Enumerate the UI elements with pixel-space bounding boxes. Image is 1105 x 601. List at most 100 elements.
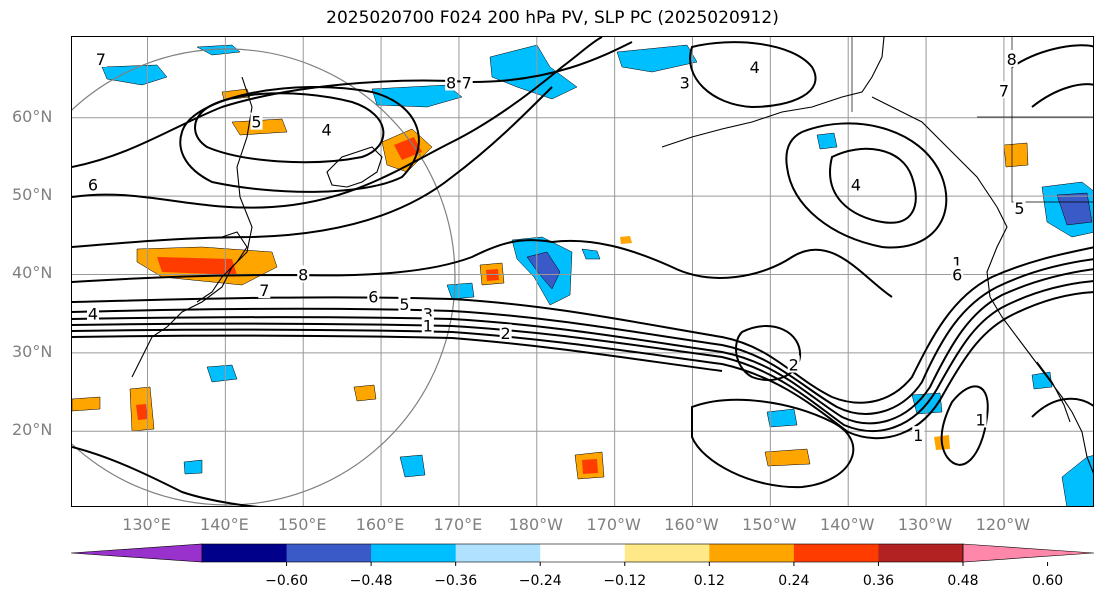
longitude-label: 180°W [508, 515, 563, 534]
pv-negative-patch [1056, 192, 1093, 226]
colorbar-segment [709, 544, 795, 562]
contour-label-bg [912, 426, 925, 444]
slp-contour [72, 280, 1093, 432]
contour-label: 8 [446, 73, 456, 92]
latitude-label: 30°N [12, 341, 53, 361]
longitude-label: 160°E [355, 515, 405, 534]
latitude-label: 40°N [12, 263, 53, 283]
slp-contour [72, 246, 1093, 404]
colorbar-tick-label: 0.60 [1031, 573, 1064, 589]
longitude-label: 130°W [897, 515, 953, 534]
longitude-label: 120°W [975, 515, 1031, 534]
latitude-label: 60°N [12, 106, 53, 126]
slp-contour [194, 92, 385, 164]
contour-label-bg [297, 265, 310, 283]
colorbar-extend-low [70, 543, 203, 563]
pv-negative-patch [1061, 455, 1093, 506]
pv-positive-patch [221, 88, 251, 101]
contour-label-bg [748, 57, 761, 75]
contour-label: 7 [462, 73, 472, 92]
contour-label-bg [997, 81, 1010, 99]
slp-contour [72, 268, 1093, 425]
contour-label-bg [974, 410, 987, 428]
slp-contour [1031, 397, 1093, 418]
pv-positive-patch [353, 384, 377, 402]
slp-contour [829, 147, 917, 224]
contour-label: 2 [501, 324, 511, 343]
coastline-na-west [986, 206, 1093, 474]
slp-contour [72, 258, 1093, 415]
colorbar-tick-label: −0.24 [518, 573, 562, 589]
slp-contour [940, 385, 989, 466]
colorbar-tick-label: −0.48 [349, 573, 393, 589]
contour-label: 3 [680, 73, 690, 92]
contour-label-bg [87, 175, 100, 193]
pv-positive-patch [582, 459, 598, 474]
contour-label: 4 [321, 120, 331, 139]
longitude-label: 150°W [742, 515, 797, 534]
contour-label-bg [1013, 198, 1026, 216]
pv-positive-patch [1003, 142, 1029, 168]
slp-contour [72, 86, 553, 248]
pv-negative-patch [206, 364, 238, 383]
colorbar-segment [878, 544, 964, 562]
pv-negative-patch [616, 44, 698, 73]
pv-negative-patch [399, 454, 426, 478]
slp-contour [72, 37, 603, 209]
contour-label-bg [787, 355, 800, 373]
coastline-baja [1036, 361, 1071, 423]
coastline-japan [196, 231, 248, 303]
border-line [1011, 37, 1093, 203]
slp-contour [72, 41, 633, 168]
contour-label-bg [678, 73, 691, 91]
contour-label-bg [87, 304, 100, 322]
contour-label-bg [951, 265, 964, 283]
contour-label-bg [499, 324, 512, 342]
pv-positive-patch [394, 137, 422, 160]
colorbar-segment [371, 544, 457, 562]
colorbar-segment [455, 544, 541, 562]
range-circle [72, 48, 456, 506]
longitude-label: 170°W [586, 515, 641, 534]
pv-negative-patch [766, 408, 798, 428]
slp-contour [179, 86, 420, 193]
pv-negative-patch [526, 251, 561, 290]
slp-contour [1031, 83, 1093, 108]
longitude-label: 140°E [200, 515, 249, 534]
coastline-kamchatka [326, 146, 383, 188]
pv-positive-patch [764, 448, 811, 467]
longitude-label: 170°E [433, 515, 483, 534]
pv-negative-patch [446, 282, 475, 300]
latitude-label: 50°N [12, 185, 53, 205]
contour-label-bg [320, 120, 333, 138]
colorbar-tick-label: −0.36 [434, 573, 478, 589]
contour-label: 6 [368, 287, 378, 306]
contour-label: 5 [1014, 199, 1024, 218]
colorbar-tick-label: 0.36 [862, 573, 895, 589]
colorbar-tick-label: −0.12 [603, 573, 647, 589]
latitude-label: 20°N [12, 420, 53, 440]
colorbar-segment [286, 544, 372, 562]
pv-negative-patch [196, 44, 241, 56]
longitude-label: 150°E [277, 515, 327, 534]
coastline-alaska [661, 37, 885, 148]
pv-positive-patch [72, 396, 101, 412]
contour-label: 1 [952, 254, 962, 273]
contour-label: 4 [750, 58, 760, 77]
longitude-label: 160°W [664, 515, 719, 534]
slp-contour [735, 325, 802, 382]
contour-label: 8 [1007, 50, 1017, 69]
contour-label-bg [398, 295, 411, 313]
colorbar-tick-label: −0.60 [265, 573, 308, 589]
contour-label: 7 [259, 281, 269, 300]
slp-contour [72, 291, 1093, 440]
colorbar-segment [624, 544, 710, 562]
contour-label-bg [421, 316, 434, 334]
contour-label: 4 [88, 305, 98, 324]
colorbar-outline [201, 543, 964, 563]
contour-label: 6 [88, 175, 98, 194]
contour-label-bg [250, 112, 263, 130]
slp-contour [689, 41, 817, 109]
